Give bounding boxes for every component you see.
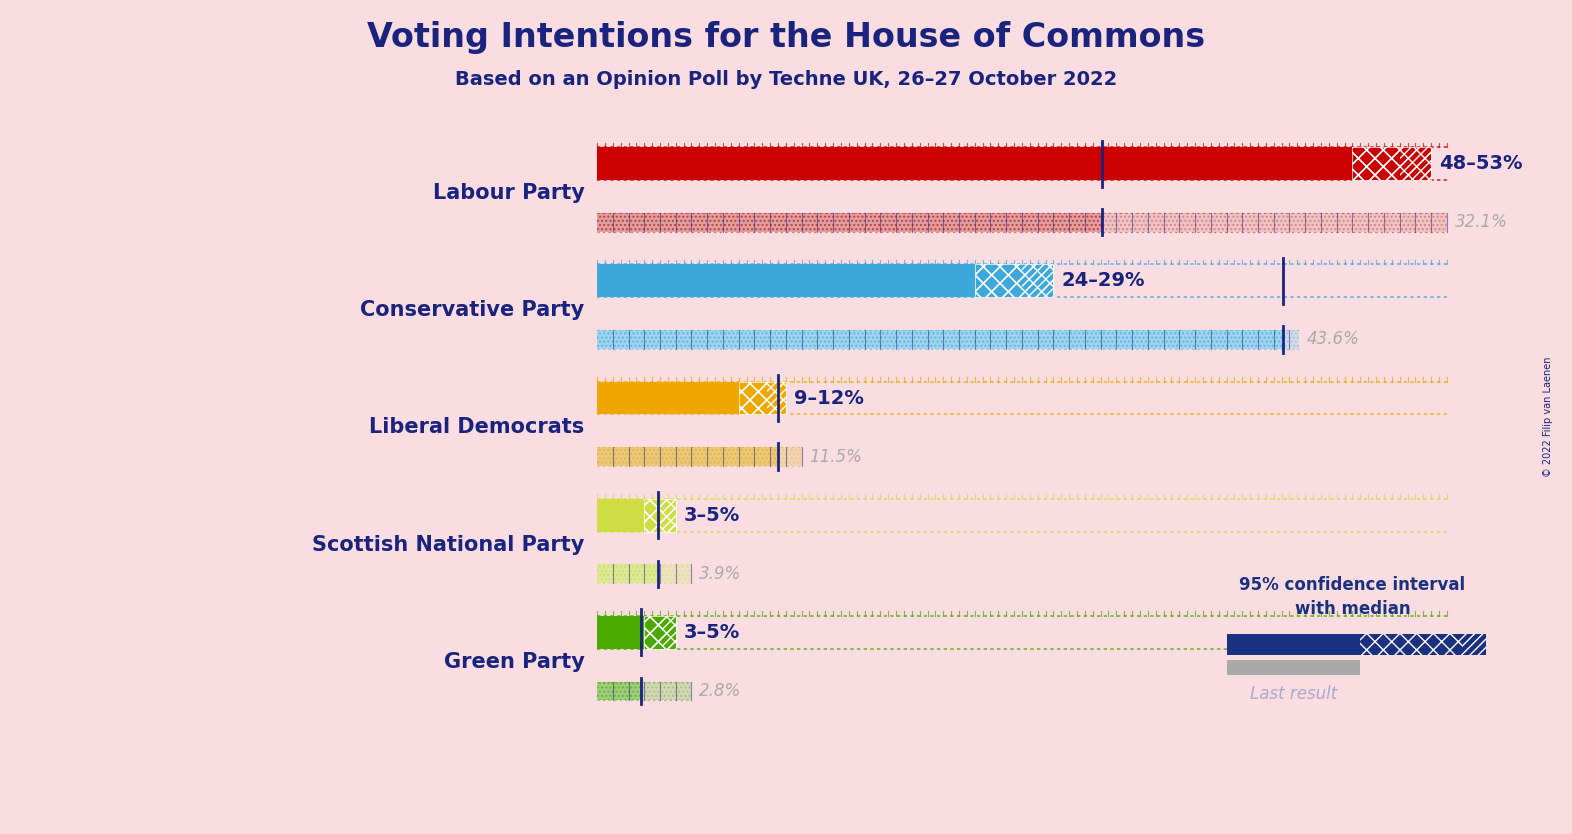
Bar [659, 565, 692, 583]
Text: Conservative Party: Conservative Party [360, 300, 585, 320]
Bar [645, 616, 663, 649]
Bar [645, 616, 676, 649]
Bar [1283, 330, 1298, 349]
Text: Voting Intentions for the House of Commons: Voting Intentions for the House of Commo… [366, 21, 1206, 54]
Bar [767, 382, 786, 414]
Text: Based on an Opinion Poll by Techne UK, 26–27 October 2022: Based on an Opinion Poll by Techne UK, 2… [454, 70, 1118, 88]
Bar [641, 681, 692, 701]
Text: 48–53%: 48–53% [1438, 154, 1523, 173]
Bar [663, 499, 676, 531]
Bar [975, 264, 1053, 297]
Bar [663, 616, 676, 649]
Text: 9–12%: 9–12% [794, 389, 863, 408]
Text: © 2022 Filip van Laenen: © 2022 Filip van Laenen [1544, 357, 1553, 477]
Bar [645, 499, 676, 531]
Bar [975, 264, 1053, 297]
Bar [597, 447, 778, 466]
Bar [1102, 213, 1446, 232]
Bar [1226, 634, 1360, 655]
Bar [641, 681, 692, 701]
Text: 32.1%: 32.1% [1454, 214, 1508, 231]
Bar [1022, 264, 1053, 297]
Bar [645, 616, 676, 649]
Text: Labour Party: Labour Party [432, 183, 585, 203]
Text: 95% confidence interval
with median: 95% confidence interval with median [1239, 576, 1465, 618]
Bar [975, 264, 1022, 297]
Text: Liberal Democrats: Liberal Democrats [369, 417, 585, 437]
Bar [645, 499, 663, 531]
Text: Green Party: Green Party [443, 651, 585, 671]
Bar [597, 565, 659, 583]
Bar [1352, 148, 1399, 180]
Bar [645, 499, 676, 531]
Bar [1462, 634, 1486, 655]
Bar [1360, 634, 1462, 655]
Bar [1399, 148, 1431, 180]
Text: 24–29%: 24–29% [1061, 271, 1144, 290]
Bar [778, 447, 802, 466]
Bar [597, 681, 641, 701]
Bar [1283, 330, 1298, 349]
Bar [739, 382, 786, 414]
Text: 3–5%: 3–5% [684, 505, 740, 525]
Bar [645, 499, 663, 531]
Bar [1399, 148, 1431, 180]
Bar [597, 213, 1102, 232]
Bar [739, 382, 767, 414]
Text: 3–5%: 3–5% [684, 623, 740, 642]
Bar [597, 681, 641, 701]
Bar [767, 382, 786, 414]
Bar [659, 565, 692, 583]
Bar [1352, 148, 1399, 180]
Bar [663, 616, 676, 649]
Bar [597, 616, 645, 649]
Bar [1352, 148, 1431, 180]
Text: 43.6%: 43.6% [1306, 330, 1360, 349]
Bar [975, 264, 1022, 297]
Bar [597, 330, 1283, 349]
Bar [739, 382, 786, 414]
Bar [597, 382, 739, 414]
Bar [597, 447, 778, 466]
Bar [597, 499, 645, 531]
Bar [1102, 213, 1446, 232]
Text: 2.8%: 2.8% [700, 682, 742, 700]
Bar [597, 213, 1102, 232]
Bar [597, 330, 1283, 349]
Bar [597, 565, 659, 583]
Bar [1022, 264, 1053, 297]
Bar [645, 616, 663, 649]
Bar [597, 264, 975, 297]
Bar [663, 499, 676, 531]
Bar [1226, 661, 1360, 675]
Bar [778, 447, 802, 466]
Text: Last result: Last result [1250, 686, 1338, 703]
Text: 3.9%: 3.9% [700, 565, 742, 583]
Bar [1352, 148, 1431, 180]
Bar [597, 148, 1352, 180]
Bar [739, 382, 767, 414]
Text: 11.5%: 11.5% [810, 448, 863, 465]
Text: Scottish National Party: Scottish National Party [313, 535, 585, 555]
